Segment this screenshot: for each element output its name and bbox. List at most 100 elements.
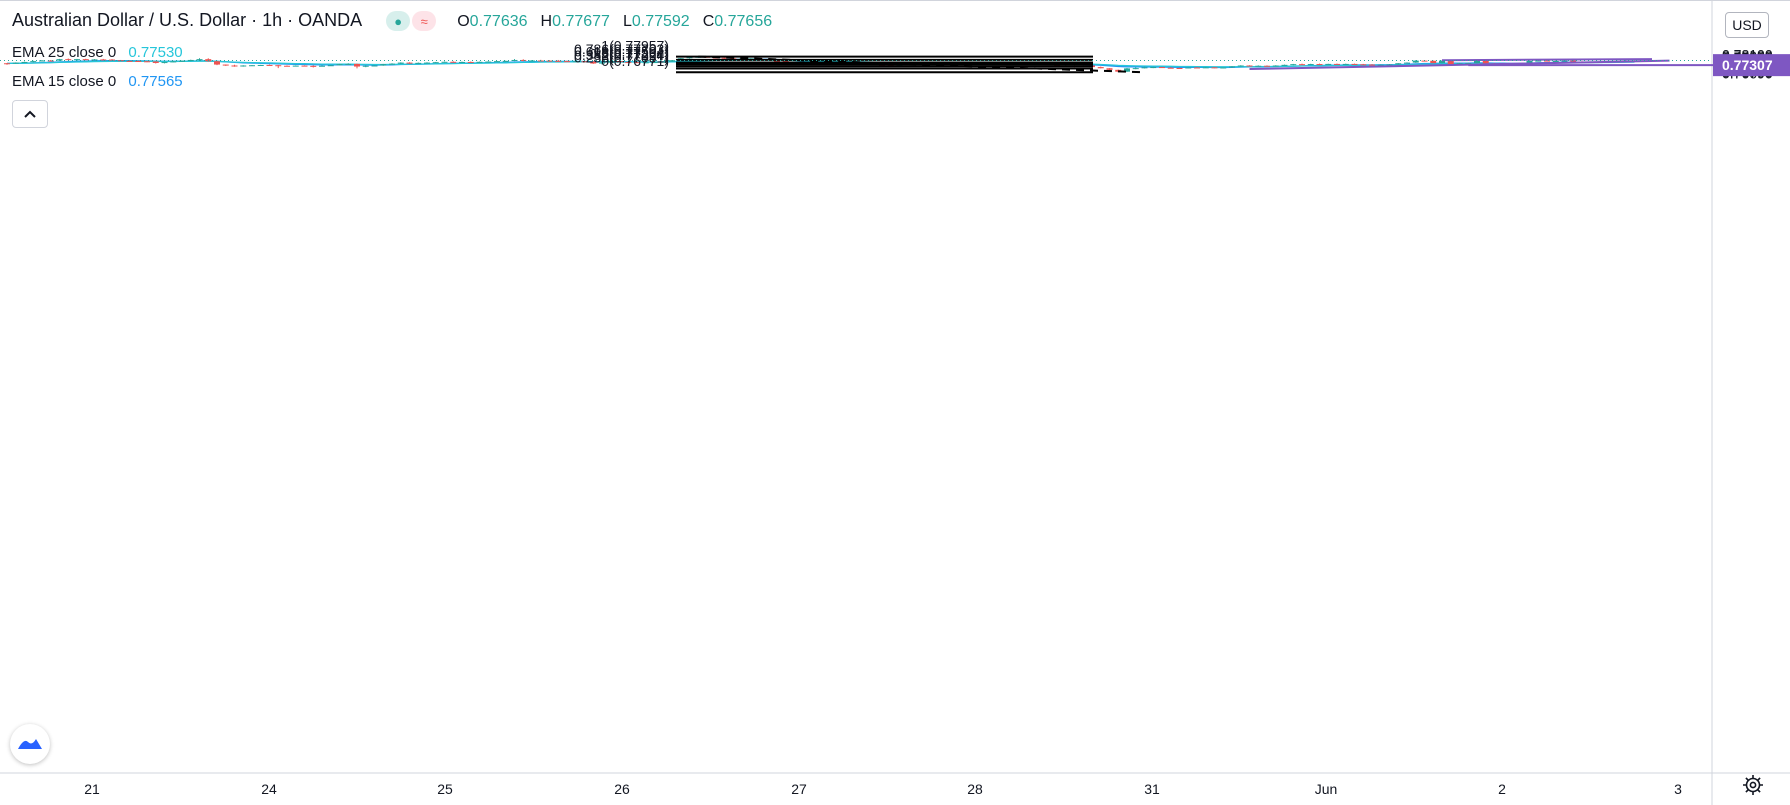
interval-label[interactable]: 1h <box>262 10 283 30</box>
candle[interactable] <box>240 65 247 67</box>
candle[interactable] <box>1246 65 1253 67</box>
candle[interactable] <box>476 61 483 63</box>
candle[interactable] <box>1150 67 1157 69</box>
candle[interactable] <box>327 65 334 67</box>
candle[interactable] <box>1351 63 1358 65</box>
candle[interactable] <box>266 64 273 66</box>
candle[interactable] <box>30 61 37 63</box>
candle[interactable] <box>424 62 430 64</box>
candle[interactable] <box>1299 64 1305 66</box>
candle[interactable] <box>257 64 264 66</box>
candle[interactable] <box>572 61 579 63</box>
candle[interactable] <box>161 62 168 64</box>
candle[interactable] <box>39 60 45 62</box>
candle[interactable] <box>1272 65 1279 67</box>
candle[interactable] <box>214 61 220 65</box>
candle[interactable] <box>432 62 439 64</box>
candle[interactable] <box>144 61 150 63</box>
candle[interactable] <box>564 61 570 63</box>
candle[interactable] <box>1159 67 1165 69</box>
candle[interactable] <box>1097 67 1104 69</box>
candle[interactable] <box>1421 60 1428 62</box>
candle[interactable] <box>336 64 343 66</box>
collapse-legend-button[interactable] <box>12 100 48 128</box>
candle[interactable] <box>1526 61 1533 64</box>
candle[interactable] <box>126 60 133 62</box>
candle[interactable] <box>494 61 500 63</box>
lower-trend-line[interactable] <box>1249 59 1670 71</box>
candle[interactable] <box>1307 64 1314 66</box>
candle[interactable] <box>1167 67 1174 69</box>
candle[interactable] <box>686 57 693 59</box>
candle[interactable] <box>1360 64 1367 66</box>
candle[interactable] <box>1325 63 1332 65</box>
candle[interactable] <box>231 65 238 67</box>
candle[interactable] <box>1474 60 1480 63</box>
candle[interactable] <box>1132 68 1139 70</box>
candle[interactable] <box>1124 68 1130 72</box>
candle[interactable] <box>415 62 422 64</box>
candle[interactable] <box>275 65 282 67</box>
candle[interactable] <box>1176 67 1183 69</box>
candle[interactable] <box>1290 64 1297 66</box>
candle[interactable] <box>774 60 780 62</box>
candle[interactable] <box>74 59 80 61</box>
candle[interactable] <box>546 60 553 62</box>
candle[interactable] <box>1255 65 1262 67</box>
candle[interactable] <box>1447 60 1454 65</box>
currency-button[interactable]: USD <box>1725 12 1769 38</box>
candle[interactable] <box>406 62 413 64</box>
candle[interactable] <box>1141 67 1148 69</box>
candle[interactable] <box>599 62 605 64</box>
candle[interactable] <box>187 59 194 61</box>
candle[interactable] <box>301 65 308 67</box>
candle[interactable] <box>1377 64 1384 66</box>
candle[interactable] <box>319 65 325 67</box>
candle[interactable] <box>721 57 728 59</box>
candle[interactable] <box>1395 63 1402 65</box>
candle[interactable] <box>607 61 614 63</box>
candle[interactable] <box>1220 67 1227 69</box>
candle[interactable] <box>1439 60 1445 64</box>
candle[interactable] <box>1211 67 1218 69</box>
candle[interactable] <box>625 62 632 64</box>
candle[interactable] <box>170 61 177 63</box>
candle[interactable] <box>222 64 229 66</box>
candle[interactable] <box>1456 63 1463 65</box>
candle[interactable] <box>1552 61 1559 63</box>
candle[interactable] <box>292 65 299 67</box>
market-status-badges[interactable]: ● ≈ <box>386 11 437 32</box>
candle[interactable] <box>47 60 54 62</box>
candle[interactable] <box>467 61 474 63</box>
candle[interactable] <box>1404 62 1410 64</box>
candle[interactable] <box>1281 64 1288 66</box>
candle[interactable] <box>1342 63 1349 65</box>
candle[interactable] <box>581 61 588 63</box>
candle[interactable] <box>634 62 640 64</box>
candle[interactable] <box>485 61 492 63</box>
candle[interactable] <box>1264 65 1270 67</box>
candle[interactable] <box>1544 60 1550 62</box>
candle[interactable] <box>1316 64 1323 66</box>
settings-gear-icon[interactable] <box>1740 772 1766 798</box>
candle[interactable] <box>1412 60 1419 63</box>
candle[interactable] <box>91 59 98 61</box>
candle[interactable] <box>660 61 667 63</box>
candle[interactable] <box>152 61 159 63</box>
candle[interactable] <box>380 64 387 66</box>
tradingview-logo-icon[interactable] <box>10 724 50 764</box>
candle[interactable] <box>362 65 369 67</box>
candle[interactable] <box>441 61 448 63</box>
candle[interactable] <box>56 59 63 61</box>
candle[interactable] <box>1202 67 1209 69</box>
candle[interactable] <box>1194 67 1200 69</box>
candle[interactable] <box>1535 60 1542 62</box>
candle[interactable] <box>397 62 404 64</box>
candle[interactable] <box>249 65 255 67</box>
candle[interactable] <box>354 63 360 67</box>
candle[interactable] <box>651 62 658 64</box>
fib-swing-line[interactable] <box>698 55 1141 74</box>
ema-25-legend[interactable]: EMA 25 close 0 0.77530 <box>12 44 183 61</box>
candle[interactable] <box>1570 60 1577 62</box>
